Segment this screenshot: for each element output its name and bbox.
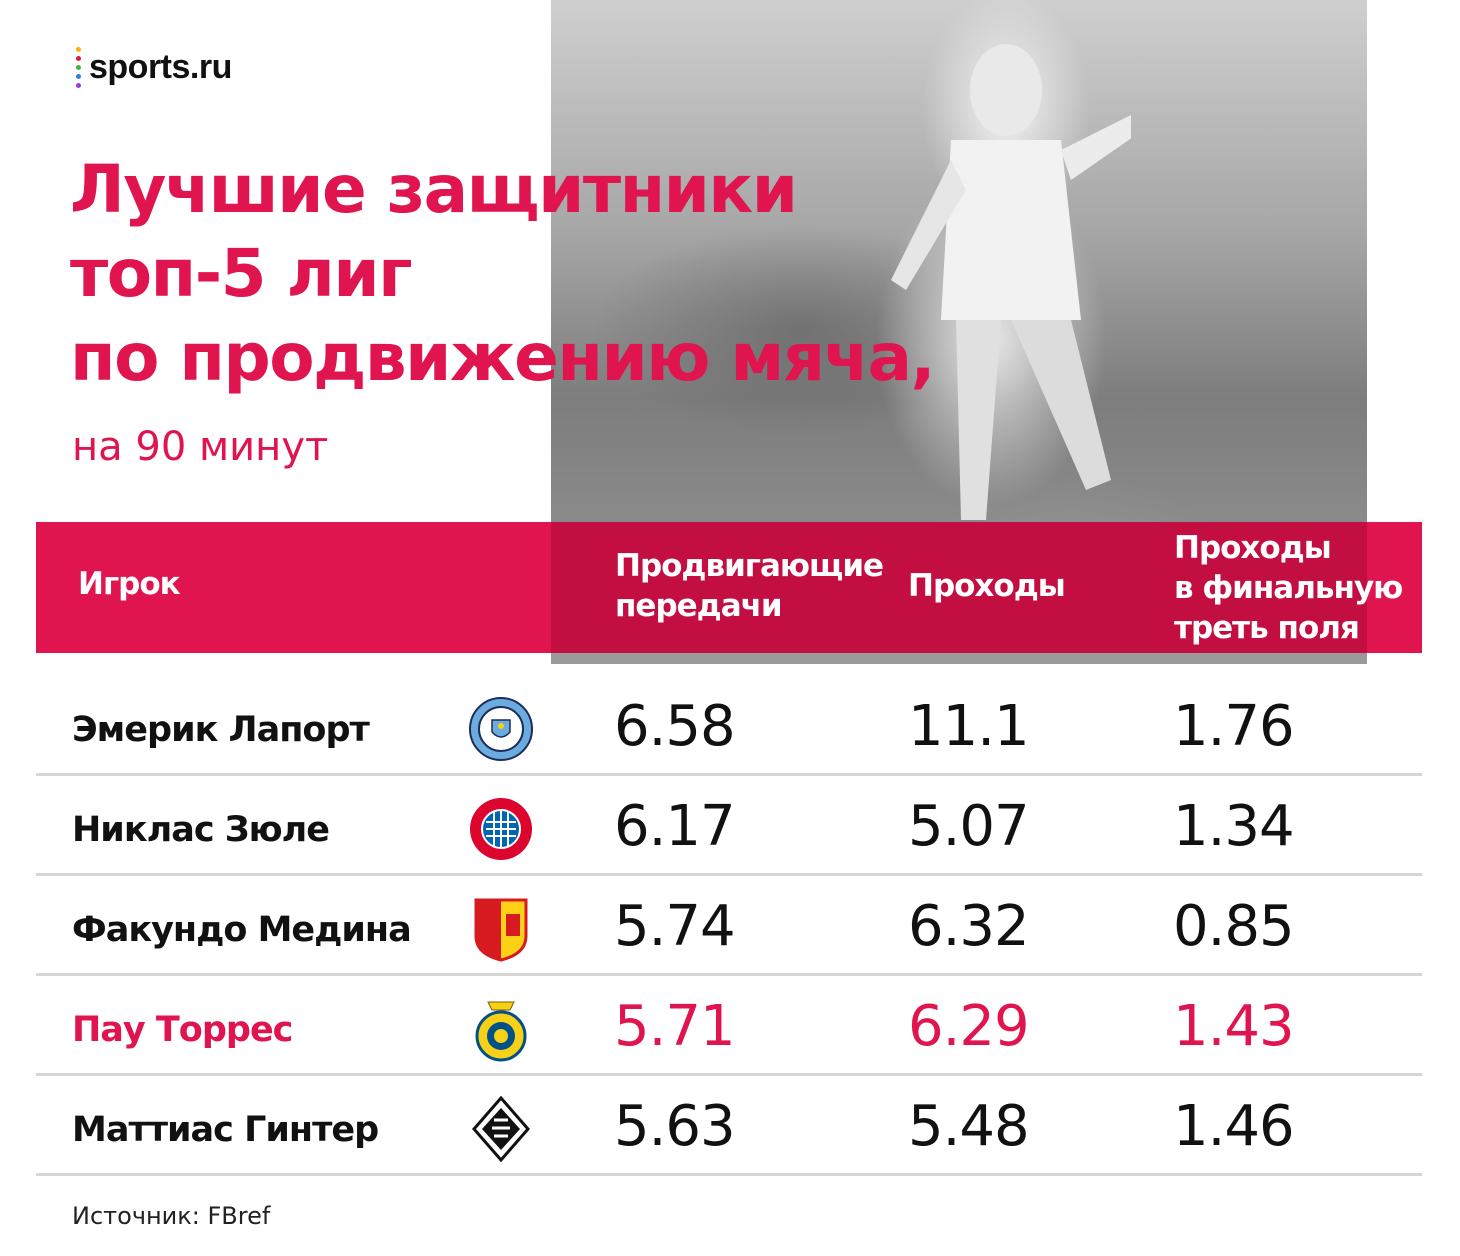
title-line: Лучшие защитники [70, 151, 798, 228]
carries-value: 6.29 [908, 994, 1030, 1059]
header-line: Продвигающие [615, 548, 884, 584]
logo-dot [76, 46, 81, 52]
progressive-passes-value: 5.74 [614, 894, 736, 959]
row-divider [36, 873, 1422, 876]
carries-value: 5.48 [908, 1094, 1030, 1159]
final-third-value: 1.34 [1173, 794, 1295, 859]
table-header [36, 522, 1422, 653]
progressive-passes-value: 6.58 [614, 694, 736, 759]
progressive-passes-value: 5.63 [614, 1094, 736, 1159]
row-divider [36, 773, 1422, 776]
sports-ru-logo: sports.ru [76, 44, 232, 90]
player-name: Факундо Медина [72, 910, 412, 950]
table-row: Пау Торрес 5.71 6.29 1.43 [36, 976, 1422, 1076]
header-final-third-carries: Проходы в финальную треть поля [1174, 528, 1414, 648]
title-line: по продвижению мяча, [70, 319, 936, 396]
logo-dot [76, 64, 81, 70]
bayern-munich-crest-icon [470, 798, 532, 860]
player-name: Никлас Зюле [72, 810, 330, 850]
final-third-value: 1.43 [1173, 994, 1295, 1059]
header-progressive-passes: Продвигающие передачи [615, 546, 915, 626]
page-subtitle: на 90 минут [72, 424, 329, 470]
logo-dot [76, 55, 81, 61]
table-header-photo-overlay [551, 522, 1367, 653]
table-row: Маттиас Гинтер 5.63 5.48 1.46 [36, 1076, 1422, 1176]
logo-text: sports.ru [89, 47, 232, 86]
player-name: Эмерик Лапорт [72, 710, 370, 750]
table-row: Никлас Зюле 6.17 5.07 1.34 [36, 776, 1422, 876]
borussia-monchengladbach-crest-icon [472, 1096, 530, 1162]
page-title: Лучшие защитники топ-5 лиг по продвижени… [70, 148, 936, 400]
logo-dots-icon [76, 46, 81, 88]
manchester-city-crest-icon [469, 697, 533, 761]
carries-value: 11.1 [908, 694, 1030, 759]
header-line: передачи [615, 588, 783, 624]
row-divider [36, 973, 1422, 976]
villarreal-crest-icon [475, 1001, 527, 1062]
final-third-value: 1.76 [1173, 694, 1295, 759]
header-line: Проходы [1174, 530, 1332, 566]
player-silhouette [891, 44, 1131, 520]
player-name: Маттиас Гинтер [72, 1110, 379, 1150]
carries-value: 5.07 [908, 794, 1030, 859]
header-line: треть поля [1174, 610, 1360, 646]
title-line: топ-5 лиг [70, 235, 413, 312]
row-divider [36, 1073, 1422, 1076]
progressive-passes-value: 5.71 [614, 994, 736, 1059]
table-row: Эмерик Лапорт 6.58 11.1 1.76 [36, 676, 1422, 776]
row-divider [36, 1173, 1422, 1176]
logo-dot [76, 82, 81, 88]
player-name-highlighted: Пау Торрес [72, 1010, 293, 1050]
header-carries: Проходы [908, 568, 1066, 604]
header-line: в финальную [1174, 570, 1403, 606]
final-third-value: 0.85 [1173, 894, 1295, 959]
final-third-value: 1.46 [1173, 1094, 1295, 1159]
header-player: Игрок [78, 566, 181, 602]
rc-lens-crest-icon [474, 898, 528, 962]
logo-dot [76, 73, 81, 79]
table-row: Факундо Медина 5.74 6.32 0.85 [36, 876, 1422, 976]
progressive-passes-value: 6.17 [614, 794, 736, 859]
carries-value: 6.32 [908, 894, 1030, 959]
source-note: Источник: FBref [72, 1202, 271, 1230]
